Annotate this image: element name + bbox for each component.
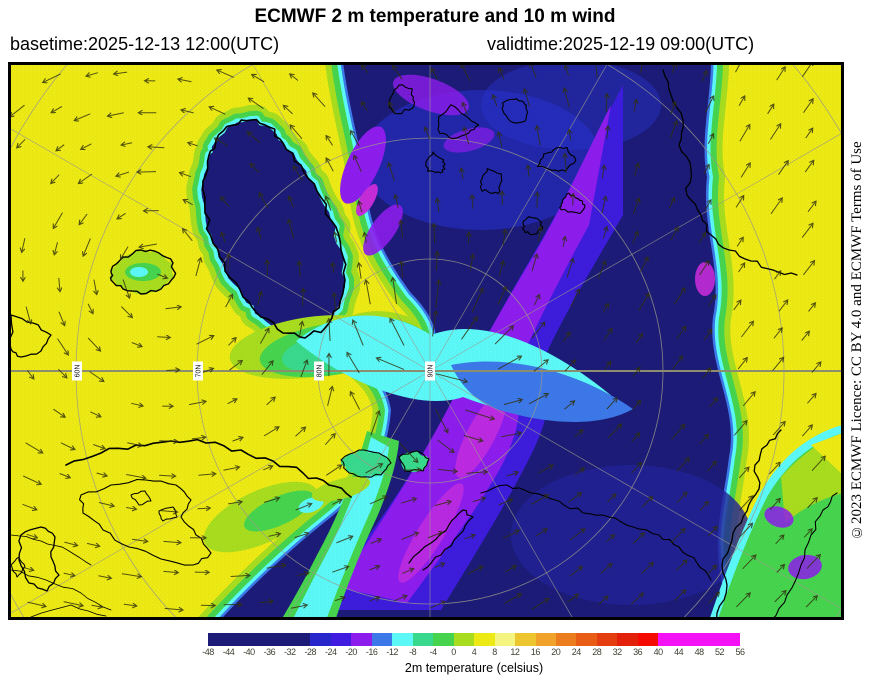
colorbar-segment	[392, 633, 413, 646]
colorbar-tick: -20	[345, 647, 357, 657]
colorbar-segment	[535, 633, 556, 646]
colorbar-segment	[719, 633, 741, 646]
validtime-label: validtime:2025-12-19 09:00(UTC)	[487, 34, 755, 54]
svg-text:80N: 80N	[317, 365, 324, 378]
latitude-labels-layer: 60N 70N 80N 90N	[72, 361, 435, 381]
colorbar-segment	[453, 633, 475, 646]
weather-map: 60N 70N 80N 90N	[8, 62, 844, 620]
colorbar-tick: -48	[202, 647, 214, 657]
colorbar-segment	[637, 633, 659, 646]
colorbar-segment	[248, 633, 270, 646]
colorbar-tick: -36	[263, 647, 276, 657]
colorbar-segment	[474, 633, 495, 646]
colorbar-segment	[515, 633, 536, 646]
wind-arrows-layer	[11, 65, 825, 610]
latitude-label: 90N	[425, 361, 435, 381]
colorbar-tick: 44	[674, 647, 684, 657]
colorbar-tick: -28	[304, 647, 317, 657]
colorbar-tick: 0	[451, 647, 456, 657]
temperature-colorbar	[208, 633, 741, 646]
colorbar-segment	[555, 633, 577, 646]
colorbar-segment	[228, 633, 249, 646]
colorbar-tick: 28	[592, 647, 602, 657]
colorbar-tick: -44	[222, 647, 235, 657]
colorbar-ticks: -48 -44 -40 -36 -32 -28 -24 -20 -16 -12 -8 -4 0 4 8 12 1…	[202, 647, 745, 658]
colorbar-segment	[494, 633, 516, 646]
colorbar-segment	[678, 633, 700, 646]
colorbar-tick: 40	[653, 647, 664, 657]
colorbar-tick: -12	[386, 647, 398, 657]
colorbar-tick: -4	[429, 647, 438, 657]
colorbar-tick: -32	[284, 647, 296, 657]
colorbar-segment	[412, 633, 434, 646]
colorbar-tick: 20	[551, 647, 561, 657]
colorbar-segment	[576, 633, 597, 646]
colorbar-tick: 32	[612, 647, 623, 657]
colorbar-segment	[433, 633, 454, 646]
colorbar-tick: -8	[409, 647, 417, 657]
map-canvas: 60N 70N 80N 90N	[11, 65, 841, 617]
colorbar-caption: 2m temperature (celsius)	[404, 661, 544, 675]
colorbar-tick: 12	[510, 647, 520, 657]
colorbar-segment	[269, 633, 290, 646]
colorbar-segment	[371, 633, 393, 646]
colorbar-tick: 4	[471, 647, 477, 657]
colorbar-tick: -40	[243, 647, 255, 657]
colorbar-tick: 56	[735, 647, 745, 657]
svg-text:70N: 70N	[196, 365, 203, 378]
coastlines-layer	[11, 69, 838, 617]
colorbar-segment	[208, 633, 229, 646]
colorbar-segment	[658, 633, 679, 646]
basetime-label: basetime:2025-12-13 12:00(UTC)	[10, 34, 280, 54]
colorbar-tick: 52	[714, 647, 725, 657]
latitude-label: 60N	[72, 361, 82, 381]
colorbar-tick: 24	[571, 647, 582, 657]
colorbar-tick: 8	[492, 647, 497, 657]
colorbar-segment	[310, 633, 331, 646]
colorbar-segment	[596, 633, 618, 646]
latitude-label: 80N	[314, 361, 324, 381]
copyright-note: ©2023 ECMWF Licence: CC BY 4.0 and ECMWF…	[849, 141, 865, 541]
svg-text:60N: 60N	[75, 365, 82, 378]
colorbar-segment	[289, 633, 311, 646]
colorbar-segment	[351, 633, 372, 646]
colorbar-tick: 36	[633, 647, 643, 657]
svg-text:90N: 90N	[428, 365, 435, 378]
colorbar-segment	[330, 633, 352, 646]
dither-texture	[11, 65, 841, 617]
colorbar-segment	[617, 633, 638, 646]
colorbar-tick: -24	[325, 647, 337, 657]
colorbar-tick: 48	[694, 647, 705, 657]
colorbar-tick: -16	[365, 647, 378, 657]
latitude-label: 70N	[193, 361, 203, 381]
page-title: ECMWF 2 m temperature and 10 m wind	[254, 6, 616, 27]
colorbar-tick: 16	[530, 647, 541, 657]
colorbar-segment	[699, 633, 720, 646]
